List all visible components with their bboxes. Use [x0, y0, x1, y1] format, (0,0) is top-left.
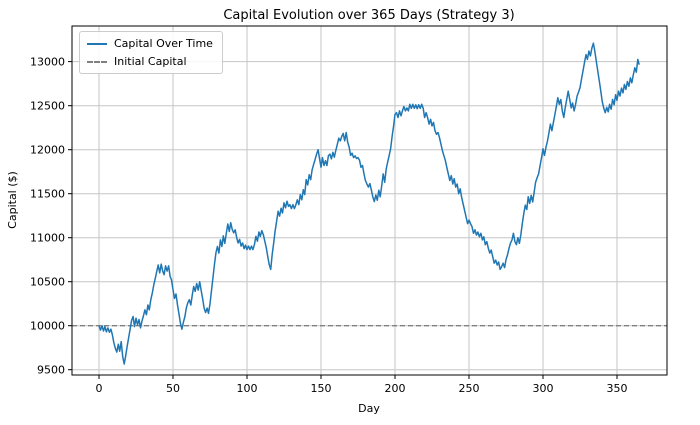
capital-line — [98, 42, 640, 365]
y-tick-label: 13000 — [30, 56, 65, 69]
x-tick-label: 300 — [533, 382, 554, 395]
x-tick-label: 350 — [607, 382, 628, 395]
legend-label: Initial Capital — [114, 55, 187, 68]
gridlines — [72, 26, 667, 375]
y-tick-label: 9500 — [37, 364, 65, 377]
capital-line-layer — [98, 42, 640, 365]
y-tick-label: 10500 — [30, 276, 65, 289]
x-tick-label: 250 — [459, 382, 480, 395]
x-tick-label: 50 — [166, 382, 180, 395]
y-tick-label: 11500 — [30, 188, 65, 201]
x-tick-label: 100 — [237, 382, 258, 395]
y-tick-label: 12000 — [30, 144, 65, 157]
x-tick-label: 150 — [311, 382, 332, 395]
legend-item-initial-capital: Initial Capital — [87, 55, 213, 68]
legend-item-capital-over-time: Capital Over Time — [87, 37, 213, 50]
y-axis-label: Capital ($) — [6, 171, 19, 229]
axes — [68, 25, 668, 379]
plot-border — [71, 25, 668, 376]
x-tick-label: 200 — [385, 382, 406, 395]
dashed-line-swatch-icon — [87, 60, 107, 63]
solid-line-swatch-icon — [87, 42, 107, 45]
x-axis-label: Day — [358, 402, 380, 415]
chart-title: Capital Evolution over 365 Days (Strateg… — [223, 8, 514, 23]
tick-labels: 0 50 100 150 200 250 300 350 9500 10000 10500 11000… — [30, 56, 628, 395]
legend: Capital Over Time Initial Capital — [79, 31, 223, 74]
y-tick-label: 12500 — [30, 100, 65, 113]
legend-label: Capital Over Time — [114, 37, 213, 50]
y-tick-label: 10000 — [30, 320, 65, 333]
y-tick-label: 11000 — [30, 232, 65, 245]
x-tick-label: 0 — [96, 382, 103, 395]
